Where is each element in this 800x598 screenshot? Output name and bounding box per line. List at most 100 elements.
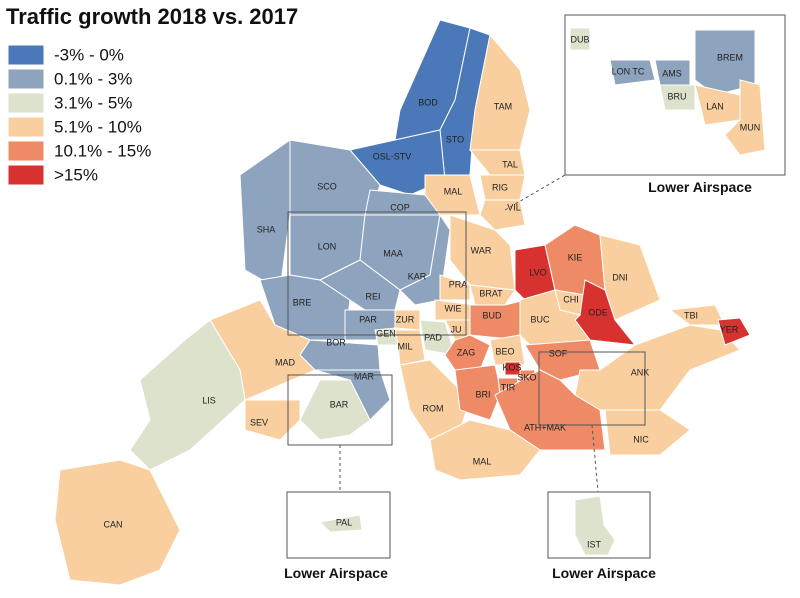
region-label: MAD: [275, 357, 296, 367]
legend-label: -3% - 0%: [54, 45, 124, 64]
region: [599, 234, 661, 321]
region-label: BEO: [495, 346, 514, 356]
region-label: TBI: [684, 310, 698, 320]
region-label: WAR: [471, 245, 492, 255]
legend-label: 0.1% - 3%: [54, 69, 132, 88]
region-label: MUN: [740, 122, 761, 132]
region: [724, 79, 766, 156]
region-label: CAN: [103, 519, 122, 529]
region-label: DNI: [612, 272, 628, 282]
region: [609, 59, 656, 86]
zoom-box: [287, 211, 467, 336]
region-label: VIL: [507, 202, 521, 212]
legend-swatch: [7, 116, 45, 138]
map-title: Traffic growth 2018 vs. 2017: [6, 4, 298, 29]
region-label: PAR: [359, 314, 377, 324]
region: [574, 495, 616, 556]
region-label: NIC: [633, 434, 649, 444]
region-label: SOF: [549, 348, 568, 358]
region-label: AMS: [662, 68, 682, 78]
region-label: COP: [390, 202, 410, 212]
region: [239, 139, 291, 291]
region: [569, 27, 591, 51]
inset-frame: [547, 491, 651, 559]
region-label: KAR: [408, 271, 427, 281]
region-label: LAN: [706, 101, 724, 111]
region-label: TIR: [501, 382, 516, 392]
region-label: BUD: [482, 310, 502, 320]
region-label: TAM: [494, 101, 512, 111]
legend-label: 10.1% - 15%: [54, 141, 151, 160]
region-label: ATH+MAK: [524, 422, 566, 432]
region-label: BOD: [418, 97, 438, 107]
inset-title: Lower Airspace: [648, 179, 752, 195]
region: [659, 84, 696, 111]
region-label: MAL: [473, 456, 492, 466]
region-label: SHA: [257, 224, 276, 234]
region-label: ZUR: [396, 314, 415, 324]
region-label: BREM: [717, 52, 743, 62]
region-label: BAR: [330, 399, 349, 409]
region-label: IST: [587, 539, 602, 549]
region-label: MAR: [354, 371, 375, 381]
inset-frame: [286, 491, 391, 559]
inset-frame: [564, 14, 786, 176]
region-label: MIL: [397, 341, 412, 351]
region-label: SKO: [517, 372, 536, 382]
region-label: PRA: [449, 279, 468, 289]
region-label: KOS: [502, 362, 521, 372]
region-label: ANK: [631, 367, 650, 377]
region: [694, 84, 741, 126]
legend-swatch: [7, 92, 45, 114]
region-label: BUC: [530, 314, 550, 324]
inset-title: Lower Airspace: [284, 565, 388, 581]
legend-label: >15%: [54, 165, 98, 184]
region-label: SCO: [317, 181, 337, 191]
region-label: REI: [365, 291, 380, 301]
legend-swatch: [7, 44, 45, 66]
region: [717, 317, 751, 346]
legend-swatch: [7, 164, 45, 186]
region: [604, 409, 691, 456]
region-label: PAD: [424, 332, 442, 342]
region-label: MAL: [444, 186, 463, 196]
connector: [591, 424, 599, 493]
regions: BOD STO OSL-STV TAM TAL RIG VIL MAL SCO COP SHA LON…: [54, 19, 766, 586]
region-label: WIE: [445, 303, 462, 313]
region-label: DUB: [570, 34, 589, 44]
region-label: BRU: [667, 91, 686, 101]
region-label: LON TC: [612, 66, 645, 76]
legend-label: 3.1% - 5%: [54, 93, 132, 112]
region: [429, 419, 541, 481]
region-label: RIG: [492, 182, 508, 192]
region: [129, 319, 246, 471]
region-label: ODE: [588, 307, 608, 317]
inset-frames: [286, 14, 786, 559]
region: [479, 199, 526, 231]
region-label: BRI: [475, 389, 490, 399]
region-label: STO: [446, 134, 464, 144]
region: [519, 289, 591, 346]
region: [439, 274, 471, 301]
inset-title: Lower Airspace: [552, 565, 656, 581]
region: [244, 399, 301, 441]
region-label: PAL: [336, 517, 352, 527]
region: [54, 459, 181, 586]
region-label: BRAT: [479, 288, 503, 298]
legend-swatch: [7, 140, 45, 162]
region-label: ZAG: [457, 347, 476, 357]
region-label: ROM: [423, 403, 444, 413]
region: [318, 514, 363, 533]
legend: -3% - 0% 0.1% - 3% 3.1% - 5% 5.1% - 10% 10.1…: [7, 44, 151, 186]
region: [489, 334, 526, 366]
region-label: OSL-STV: [373, 151, 412, 161]
region-label: GEN: [376, 328, 396, 338]
region-label: LIS: [202, 395, 216, 405]
region-label: KIE: [568, 252, 583, 262]
region-label: TAL: [502, 159, 518, 169]
region-label: YER: [720, 324, 739, 334]
region: [314, 369, 391, 421]
region-label: JU: [451, 324, 462, 334]
region-label: BRE: [293, 297, 312, 307]
